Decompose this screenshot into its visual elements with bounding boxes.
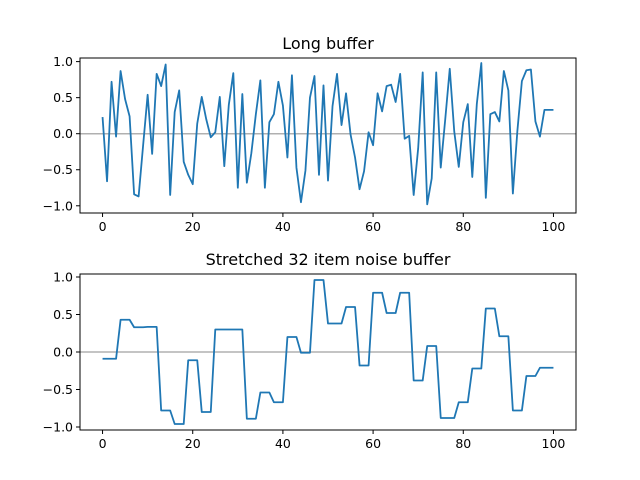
x-tick-label: 100 [542, 436, 566, 451]
x-tick-label: 0 [99, 219, 107, 234]
x-tick-label: 60 [365, 436, 381, 451]
x-tick-label: 40 [275, 436, 291, 451]
subplot-long-buffer: Long buffer 0 20 40 60 80 100 −1.0 −0.5 0.0 0.5 1.… [43, 34, 577, 234]
x-tick-label: 80 [455, 219, 471, 234]
y-tick-label: −0.5 [43, 382, 73, 397]
x-tick-label: 80 [455, 436, 471, 451]
x-tick-label: 60 [365, 219, 381, 234]
chart-title: Long buffer [282, 34, 374, 53]
x-tick-label: 100 [542, 219, 566, 234]
y-tick-label: 0.5 [53, 90, 73, 105]
series-line [102, 279, 554, 425]
y-tick-label: 1.0 [53, 54, 73, 69]
x-tick-label: 20 [185, 219, 201, 234]
y-tick-label: −1.0 [43, 198, 73, 213]
subplot-stretched-noise-buffer: Stretched 32 item noise buffer 0 20 40 60 80… [43, 250, 577, 451]
x-tick-label: 0 [99, 436, 107, 451]
series-line [101, 62, 554, 206]
x-tick-label: 40 [275, 219, 291, 234]
y-tick-label: 1.0 [53, 270, 73, 285]
plot-area [79, 57, 577, 214]
chart-title: Stretched 32 item noise buffer [206, 250, 451, 269]
y-tick-label: 0.5 [53, 307, 73, 322]
y-tick-label: −1.0 [43, 420, 73, 435]
x-tick-label: 20 [185, 436, 201, 451]
y-tick-label: −0.5 [43, 162, 73, 177]
y-tick-label: 0.0 [53, 345, 73, 360]
y-tick-label: 0.0 [53, 126, 73, 141]
